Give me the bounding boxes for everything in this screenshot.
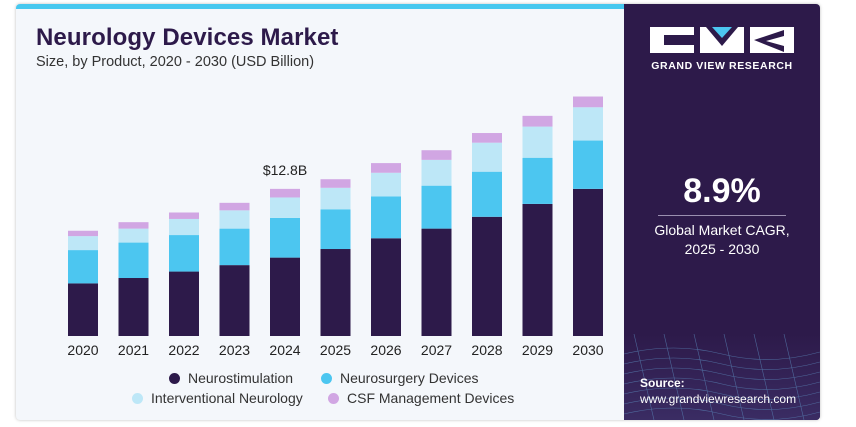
cagr-value: 8.9% bbox=[683, 172, 761, 210]
bar-segment-2030-neurosurgery-devices bbox=[573, 140, 603, 189]
bar-segment-2027-csf-management-devices bbox=[421, 150, 452, 160]
grand-view-research-logo bbox=[650, 27, 794, 53]
bar-segment-2020-interventional-neurology bbox=[68, 236, 98, 251]
bar-segment-2028-interventional-neurology bbox=[472, 142, 502, 172]
legend-item-neurosurgery: Neurosurgery Devices bbox=[321, 370, 479, 386]
bar-segment-2028-neurostimulation bbox=[472, 216, 502, 336]
bar-segment-2021-csf-management-devices bbox=[118, 222, 149, 229]
cagr-label-line1: Global Market CAGR, bbox=[654, 222, 790, 238]
source-link[interactable]: www.grandviewresearch.com bbox=[640, 392, 797, 406]
x-tick-label: 2029 bbox=[522, 342, 553, 358]
bar-segment-2023-interventional-neurology bbox=[219, 210, 250, 229]
bar-segment-2026-neurosurgery-devices bbox=[371, 196, 401, 239]
bar-segment-2026-csf-management-devices bbox=[371, 163, 401, 173]
legend-label: Neurostimulation bbox=[188, 370, 294, 386]
bar-segment-2029-neurostimulation bbox=[522, 203, 553, 336]
bar-segment-2029-interventional-neurology bbox=[522, 126, 553, 158]
bar-chart: 2020 2021 2022 2023 2024 $12.8B 2025 2026 2027 20… bbox=[67, 96, 604, 358]
x-tick-label: 2021 bbox=[118, 342, 149, 358]
bar-segment-2025-interventional-neurology bbox=[320, 187, 351, 210]
legend-label: CSF Management Devices bbox=[347, 390, 515, 406]
bar-segment-2028-csf-management-devices bbox=[472, 133, 502, 143]
legend-label: Interventional Neurology bbox=[151, 390, 303, 406]
bar-segment-2028-neurosurgery-devices bbox=[472, 171, 502, 217]
x-tick-label: 2026 bbox=[370, 342, 401, 358]
bar-segment-2025-csf-management-devices bbox=[320, 179, 351, 188]
divider bbox=[658, 215, 786, 216]
legend-swatch bbox=[321, 372, 332, 384]
chart-card: Neurology Devices Market Size, by Produc… bbox=[16, 4, 820, 420]
bar-segment-2022-csf-management-devices bbox=[169, 212, 199, 219]
bar-segment-2030-interventional-neurology bbox=[573, 107, 603, 141]
cagr-label-line2: 2025 - 2030 bbox=[684, 241, 760, 257]
bar-segment-2023-neurosurgery-devices bbox=[219, 228, 250, 266]
x-tick-label: 2028 bbox=[471, 342, 502, 358]
bar-segment-2023-neurostimulation bbox=[219, 265, 250, 336]
x-tick-label: 2027 bbox=[421, 342, 452, 358]
bar-segment-2020-neurostimulation bbox=[68, 283, 98, 336]
bar-segment-2024-neurosurgery-devices bbox=[270, 217, 300, 258]
bar-segment-2022-neurosurgery-devices bbox=[169, 235, 199, 272]
side-panel: GRAND VIEW RESEARCH 8.9% Global Market C… bbox=[624, 4, 820, 420]
chart-subtitle: Size, by Product, 2020 - 2030 (USD Billi… bbox=[36, 54, 315, 70]
bar-segment-2026-interventional-neurology bbox=[371, 172, 401, 197]
bar-segment-2025-neurosurgery-devices bbox=[320, 209, 351, 250]
bar-segment-2021-neurosurgery-devices bbox=[118, 242, 149, 279]
x-tick-label: 2025 bbox=[320, 342, 351, 358]
legend-swatch bbox=[169, 372, 180, 384]
legend-swatch bbox=[132, 392, 143, 404]
cagr-label: Global Market CAGR, 2025 - 2030 bbox=[624, 221, 820, 259]
bar-segment-2030-neurostimulation bbox=[573, 188, 603, 336]
bar-segment-2023-csf-management-devices bbox=[219, 202, 250, 211]
bar-segment-2024-csf-management-devices bbox=[270, 188, 300, 198]
bar-segment-2020-neurosurgery-devices bbox=[68, 250, 98, 284]
data-label-2024: $12.8B bbox=[263, 162, 307, 178]
bar-segment-2027-interventional-neurology bbox=[421, 159, 452, 186]
bar-segment-2029-neurosurgery-devices bbox=[522, 157, 553, 204]
bar-segment-2029-csf-management-devices bbox=[522, 115, 553, 127]
x-tick-label: 2023 bbox=[219, 342, 250, 358]
x-tick-label: 2030 bbox=[572, 342, 603, 358]
source-label: Source: bbox=[640, 376, 685, 390]
bar-segment-2024-interventional-neurology bbox=[270, 197, 300, 218]
bar-segment-2024-neurostimulation bbox=[270, 257, 300, 336]
accent-bar bbox=[16, 4, 626, 9]
bar-segment-2022-interventional-neurology bbox=[169, 218, 199, 236]
bar-segment-2027-neurosurgery-devices bbox=[421, 185, 452, 229]
legend-item-csf: CSF Management Devices bbox=[328, 390, 514, 406]
bar-segment-2030-csf-management-devices bbox=[573, 96, 603, 108]
brand-name: GRAND VIEW RESEARCH bbox=[651, 60, 793, 72]
x-tick-label: 2022 bbox=[168, 342, 199, 358]
legend-item-interventional: Interventional Neurology bbox=[132, 390, 303, 406]
bar-segment-2020-csf-management-devices bbox=[68, 230, 98, 237]
bar-segment-2022-neurostimulation bbox=[169, 271, 199, 336]
bar-segment-2027-neurostimulation bbox=[421, 228, 452, 336]
bar-segment-2025-neurostimulation bbox=[320, 249, 351, 336]
legend-item-neurostimulation: Neurostimulation bbox=[169, 370, 293, 386]
legend-swatch bbox=[328, 392, 339, 404]
bar-segment-2026-neurostimulation bbox=[371, 238, 401, 336]
legend-label: Neurosurgery Devices bbox=[340, 370, 479, 386]
bar-segment-2021-interventional-neurology bbox=[118, 228, 149, 243]
chart-title: Neurology Devices Market bbox=[36, 24, 339, 51]
x-tick-label: 2020 bbox=[67, 342, 98, 358]
bar-segment-2021-neurostimulation bbox=[118, 278, 149, 336]
x-tick-label: 2024 bbox=[269, 342, 300, 358]
decorative-wave-pattern bbox=[624, 334, 820, 420]
